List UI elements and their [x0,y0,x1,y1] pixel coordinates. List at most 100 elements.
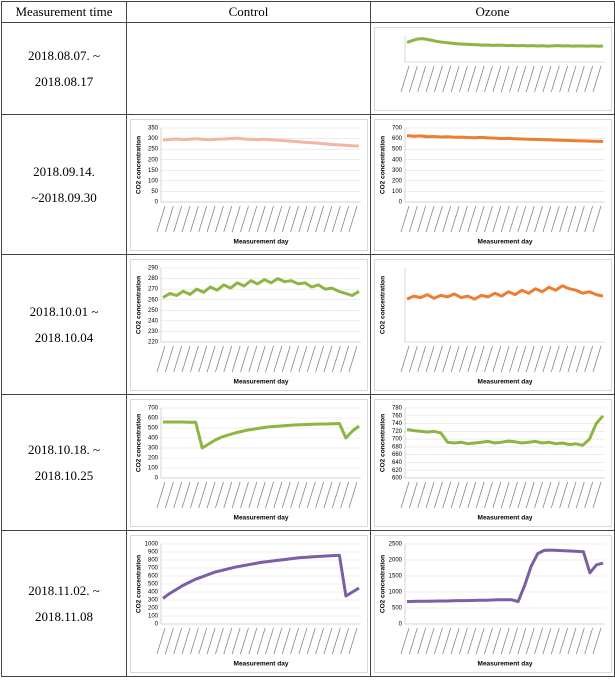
x-date-stub [567,481,576,508]
x-date-stub [466,345,476,372]
y-tick-label: 0 [154,621,158,627]
x-date-stub [331,481,341,508]
x-date-stub [475,65,485,92]
x-date-stub [441,481,451,508]
x-date-stub [533,481,543,508]
y-tick-label: 250 [147,146,158,152]
x-date-stub [466,481,476,508]
y-tick-label: 50 [151,189,158,195]
y-tick-label: 100 [147,465,158,471]
y-tick-label: 300 [147,136,158,142]
series-line [405,36,603,48]
chart: 0 100 200 300 400 500 600 700 800 900 1000 CO2 conc… [129,534,368,673]
x-date-stub [441,345,451,372]
x-date-stub [222,481,232,508]
x-date-stub [516,205,526,232]
x-date-stub [516,481,526,508]
y-tick-label: 2000 [388,557,402,563]
y-tick-label: 1500 [388,573,402,579]
x-date-stub [558,627,568,654]
series-line [406,548,603,603]
x-date-stub [400,205,409,232]
chart: CO2 concentration Measurement day [373,258,612,391]
x-date-stub [575,481,585,508]
x-date-stub [458,205,468,232]
x-date-stub [189,627,199,654]
x-date-stub [558,205,568,232]
x-date-stub [206,627,215,654]
x-date-stub [289,205,299,232]
y-tick-label: 100 [147,613,158,619]
x-date-stub [298,481,307,508]
x-date-stub [400,627,409,654]
x-date-stub [416,65,426,92]
x-date-stub [197,627,207,654]
y-tick-label: 620 [391,467,402,473]
x-date-stub [533,627,543,654]
x-date-stub [483,65,493,92]
y-tick-label: 700 [391,436,402,442]
x-date-stub [433,205,443,232]
x-date-stub [458,65,468,92]
x-date-stub [408,205,418,232]
x-date-stub [508,345,518,372]
x-date-stub [181,345,190,372]
y-tick-label: 2500 [388,541,402,547]
y-axis-label: CO2 concentration [135,413,142,471]
x-date-stub [550,627,560,654]
x-date-stub [575,65,585,92]
x-date-stub [500,481,510,508]
y-axis-label: CO2 concentration [135,554,142,612]
x-date-stub [450,627,459,654]
x-date-stub [189,205,199,232]
x-date-stub [306,345,316,372]
chart: 0 100 200 300 400 500 600 700 CO2 concentration M… [129,398,368,527]
series-line [161,276,360,299]
x-date-stub [400,481,409,508]
x-date-stub [575,205,585,232]
x-date-stub [508,65,518,92]
x-date-stub [500,205,510,232]
x-date-stub [458,345,468,372]
x-date-stub [558,345,568,372]
control-cell: 0 100 200 300 400 500 600 700 800 900 1000 CO2 conc… [126,530,371,677]
x-date-stub [450,205,459,232]
table-body: 2018.08.07. ~ 2018.08.17 2018.09.14. ~201… [1,22,615,677]
y-tick-label: 200 [147,157,158,163]
y-tick-label: 700 [147,405,158,411]
x-date-stub [491,65,501,92]
x-date-stub [592,481,601,508]
x-date-stub [256,627,266,654]
control-cell [126,22,371,115]
y-axis-label: CO2 concentration [379,554,386,612]
x-date-stub [466,205,476,232]
x-date-stub [516,345,526,372]
x-date-stub [264,345,274,372]
x-date-stub [247,481,257,508]
x-date-stub [298,205,307,232]
y-tick-label: 500 [391,605,402,611]
header-row: Measurement time Control Ozone [1,1,615,23]
y-tick-label: 0 [154,199,158,205]
x-date-stub [416,205,426,232]
x-date-stub [231,481,241,508]
x-date-stub [425,205,434,232]
x-date-stub [558,65,568,92]
x-axis-label: Measurement day [477,514,532,521]
x-date-stub [156,481,165,508]
y-tick-label: 1000 [388,589,402,595]
x-axis-label: Measurement day [233,514,288,521]
x-date-stub [466,65,476,92]
series-line [162,420,360,449]
period-cell: 2018.10.18. ~ 2018.10.25 [1,394,127,531]
x-date-stub [206,481,215,508]
x-date-stub [533,65,543,92]
x-date-stub [416,345,426,372]
y-tick-label: 740 [391,421,402,427]
x-date-stub [339,205,349,232]
x-date-stub [348,345,357,372]
y-tick-label: 0 [398,199,402,205]
x-date-stub [525,481,535,508]
x-date-stub [197,481,207,508]
x-date-stub [491,627,501,654]
